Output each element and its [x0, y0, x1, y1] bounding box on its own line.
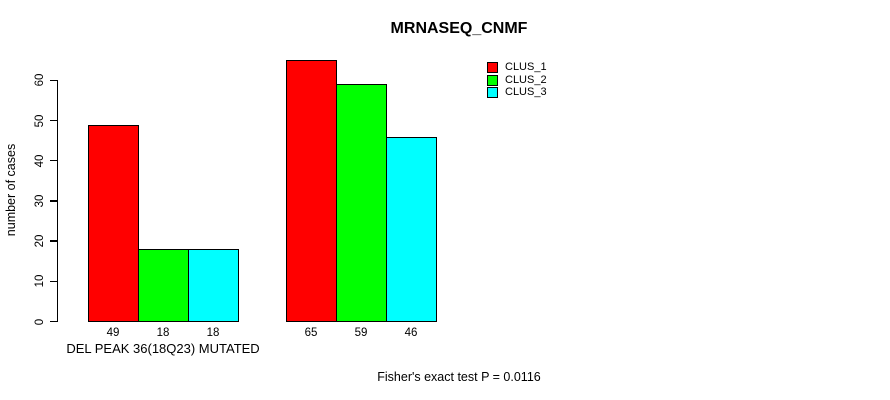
bar-value-label: 18 [156, 327, 170, 339]
bar-value-label: 46 [404, 327, 418, 339]
legend-swatch [487, 62, 498, 73]
y-axis-tick-label: 50 [34, 114, 46, 127]
bar-value-label: 65 [304, 327, 318, 339]
y-axis-line [56, 79, 58, 323]
y-axis-tick [49, 240, 57, 242]
bar-clus_3 [188, 249, 239, 323]
bar-value-label: 49 [106, 327, 120, 339]
y-axis-tick-label: 40 [34, 154, 46, 168]
x-axis-group-label: DEL PEAK 36(18Q23) MUTATED [66, 341, 260, 356]
legend-swatch [487, 87, 498, 99]
y-axis-tick [49, 280, 57, 283]
legend-label: CLUS_2 [505, 73, 547, 86]
legend-label: CLUS_3 [505, 86, 547, 99]
y-axis-tick [49, 320, 57, 323]
y-axis-tick-label: 20 [34, 234, 46, 248]
bar-value-label: 18 [206, 327, 220, 339]
y-axis-tick [49, 79, 57, 82]
fisher-test-annotation: Fisher's exact test P = 0.0116 [377, 370, 541, 384]
bar-clus_2 [138, 249, 189, 323]
y-axis-tick-label: 0 [34, 318, 46, 325]
bar-value-label: 59 [354, 327, 368, 339]
bar-clus_1 [286, 60, 337, 323]
chart-title: MRNASEQ_CNMF [390, 20, 528, 37]
y-axis-tick [49, 119, 57, 122]
legend-label: CLUS_1 [505, 61, 547, 73]
y-axis-tick-label: 30 [34, 194, 46, 208]
bar-clus_3 [386, 136, 437, 323]
y-axis-tick-label: 10 [34, 274, 46, 288]
y-axis-tick-label: 60 [34, 73, 46, 87]
y-axis-tick [49, 200, 57, 202]
bar-clus_1 [88, 124, 139, 323]
legend-swatch [487, 74, 498, 86]
y-axis-tick [49, 159, 57, 162]
bar-clus_2 [336, 84, 387, 323]
